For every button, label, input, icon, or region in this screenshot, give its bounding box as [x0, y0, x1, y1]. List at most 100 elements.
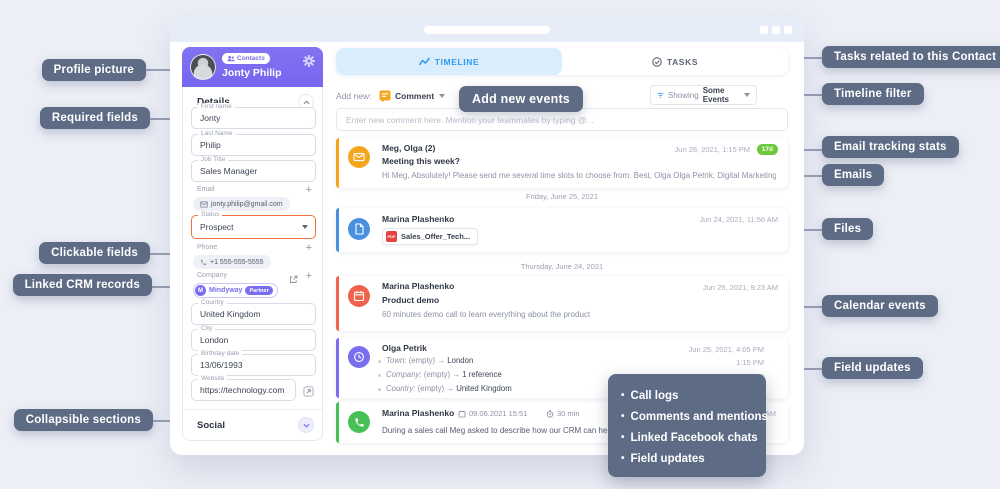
- email-chip[interactable]: jonty.philip@gmail.com: [193, 197, 290, 211]
- add-company-button[interactable]: +: [305, 270, 312, 282]
- field-label: Website: [198, 375, 228, 382]
- chevron-down-icon[interactable]: [439, 94, 445, 98]
- connector-line: [789, 175, 822, 177]
- connector-line: [150, 253, 176, 255]
- bullet-icon: •: [621, 453, 625, 464]
- field-value: 13/06/1993: [200, 360, 243, 370]
- change-timestamp: 1:15 PM: [736, 358, 764, 367]
- tab-tasks[interactable]: TASKS: [562, 48, 788, 75]
- tooltip-item: • Linked Facebook chats: [621, 431, 758, 444]
- email-tracking-badge[interactable]: 17d: [756, 144, 778, 155]
- connector-line: [789, 368, 822, 370]
- timeline-chart-icon: [418, 57, 430, 66]
- envelope-icon: [353, 153, 365, 162]
- callout-emails: Emails: [822, 164, 885, 186]
- calendar-event-card[interactable]: Marina Plashenko Product demo 60 minutes…: [336, 276, 788, 331]
- callout-field-updates: Field updates: [822, 357, 923, 379]
- add-phone-button[interactable]: +: [305, 242, 312, 254]
- last-name-field[interactable]: Last Name Philip: [191, 130, 316, 156]
- details-section-header: Details: [183, 94, 324, 114]
- city-field[interactable]: City London: [191, 325, 316, 351]
- company-tag-badge: Partner: [245, 286, 273, 295]
- bullet-icon: •: [621, 432, 625, 443]
- tasks-check-icon: [652, 56, 662, 67]
- field-label: Birthday date: [198, 350, 243, 357]
- meeting-description: 60 minutes demo call to learn everything…: [382, 310, 591, 319]
- phone-icon: [354, 417, 364, 427]
- first-name-field[interactable]: First name Jonty: [191, 103, 316, 129]
- email-event-icon: [348, 146, 370, 168]
- field-value: London: [200, 335, 229, 345]
- job-title-field[interactable]: Job Title Sales Manager: [191, 156, 316, 182]
- tooltip-item: • Call logs: [621, 389, 679, 402]
- bullet-icon: •: [621, 411, 625, 422]
- email-event-card[interactable]: Meg, Olga (2) Meeting this week? Hi Meg,…: [336, 138, 788, 188]
- filter-funnel-icon: [657, 92, 664, 98]
- phone-label: Phone: [197, 244, 218, 251]
- clock-icon: [546, 409, 554, 418]
- email-preview: Hi Meg, Absolutely! Please send me sever…: [382, 171, 776, 180]
- field-value: United Kingdom: [200, 309, 261, 319]
- callout-profile-picture: Profile picture: [41, 59, 146, 81]
- meeting-title: Product demo: [382, 295, 440, 305]
- country-field[interactable]: Country United Kingdom: [191, 299, 316, 325]
- event-timestamp: Jun 28, 2021, 1:15 PM: [674, 145, 750, 154]
- accent-bar: [336, 338, 339, 398]
- file-event-card[interactable]: Marina Plashenko PDF Sales_Offer_Tech...…: [336, 208, 788, 252]
- event-timestamp: Jun 24, 2021, 11:56 AM: [699, 215, 778, 224]
- accent-bar: [336, 402, 339, 443]
- window-control-button[interactable]: [784, 26, 792, 34]
- window-control-button[interactable]: [760, 26, 768, 34]
- social-section-header: Social: [183, 417, 324, 437]
- comment-composer[interactable]: [336, 108, 788, 131]
- field-label: Country: [198, 299, 227, 306]
- callout-required-fields: Required fields: [39, 107, 150, 129]
- window-controls[interactable]: [760, 26, 792, 34]
- collection-badge[interactable]: Contacts: [222, 53, 270, 64]
- callout-collapsible-sections: Collapsible sections: [13, 409, 153, 431]
- change-bullet: [378, 360, 381, 363]
- tab-pill: [424, 26, 550, 34]
- event-timestamp: Jun 25, 2021, 9:23 AM: [702, 283, 778, 292]
- details-title: Details: [197, 97, 230, 108]
- comment-input[interactable]: [337, 109, 787, 130]
- website-field[interactable]: Website https://technology.com: [191, 375, 296, 401]
- date-separator: Thursday, June 24, 2021: [520, 262, 604, 271]
- change-bullet: [378, 388, 381, 391]
- phone-icon: [200, 259, 207, 265]
- profile-picture[interactable]: [190, 54, 216, 80]
- gear-icon[interactable]: [303, 54, 315, 72]
- tooltip-item: • Comments and mentions: [621, 410, 768, 423]
- phone-chip[interactable]: +1 555-555-5555: [193, 255, 271, 269]
- field-value: Sales Manager: [200, 166, 258, 176]
- add-email-button[interactable]: +: [305, 184, 312, 196]
- callout-clickable-fields: Clickable fields: [39, 242, 150, 264]
- accent-bar: [336, 138, 339, 188]
- filter-value: Some Events: [702, 86, 729, 104]
- open-website-icon[interactable]: [303, 384, 314, 402]
- window-control-button[interactable]: [772, 26, 780, 34]
- company-label: Company: [197, 272, 227, 279]
- linked-company-record[interactable]: M Mindyway Partner: [193, 283, 278, 298]
- callout-calendar-events: Calendar events: [822, 295, 938, 317]
- chevron-down-icon: [302, 225, 308, 229]
- field-update-event-card[interactable]: Olga Petrik Town: (empty) → London Compa…: [336, 338, 788, 398]
- external-link-icon[interactable]: [289, 271, 298, 289]
- divider: [183, 409, 322, 410]
- pdf-icon: PDF: [386, 231, 397, 242]
- calendar-icon: [353, 291, 365, 302]
- event-timestamp: Jun 25, 2021, 4:05 PM: [688, 345, 764, 354]
- people-icon: [227, 56, 235, 62]
- field-change-row: Town: (empty) → London: [386, 356, 474, 365]
- birthday-field[interactable]: Birthday date 13/06/1993: [191, 350, 316, 376]
- file-attachment-chip[interactable]: PDF Sales_Offer_Tech...: [382, 228, 479, 245]
- field-change-row: Country: (empty) → United Kingdom: [386, 384, 512, 393]
- timeline-filter-select[interactable]: Showing Some Events: [650, 85, 757, 105]
- tab-timeline[interactable]: TIMELINE: [336, 48, 562, 75]
- status-select[interactable]: Status Prospect: [191, 211, 316, 239]
- expand-social-button[interactable]: [298, 417, 314, 433]
- field-label: City: [198, 325, 216, 332]
- field-label: Job Title: [198, 156, 229, 163]
- history-icon: [354, 352, 364, 362]
- add-new-type-selector[interactable]: Comment: [395, 91, 435, 101]
